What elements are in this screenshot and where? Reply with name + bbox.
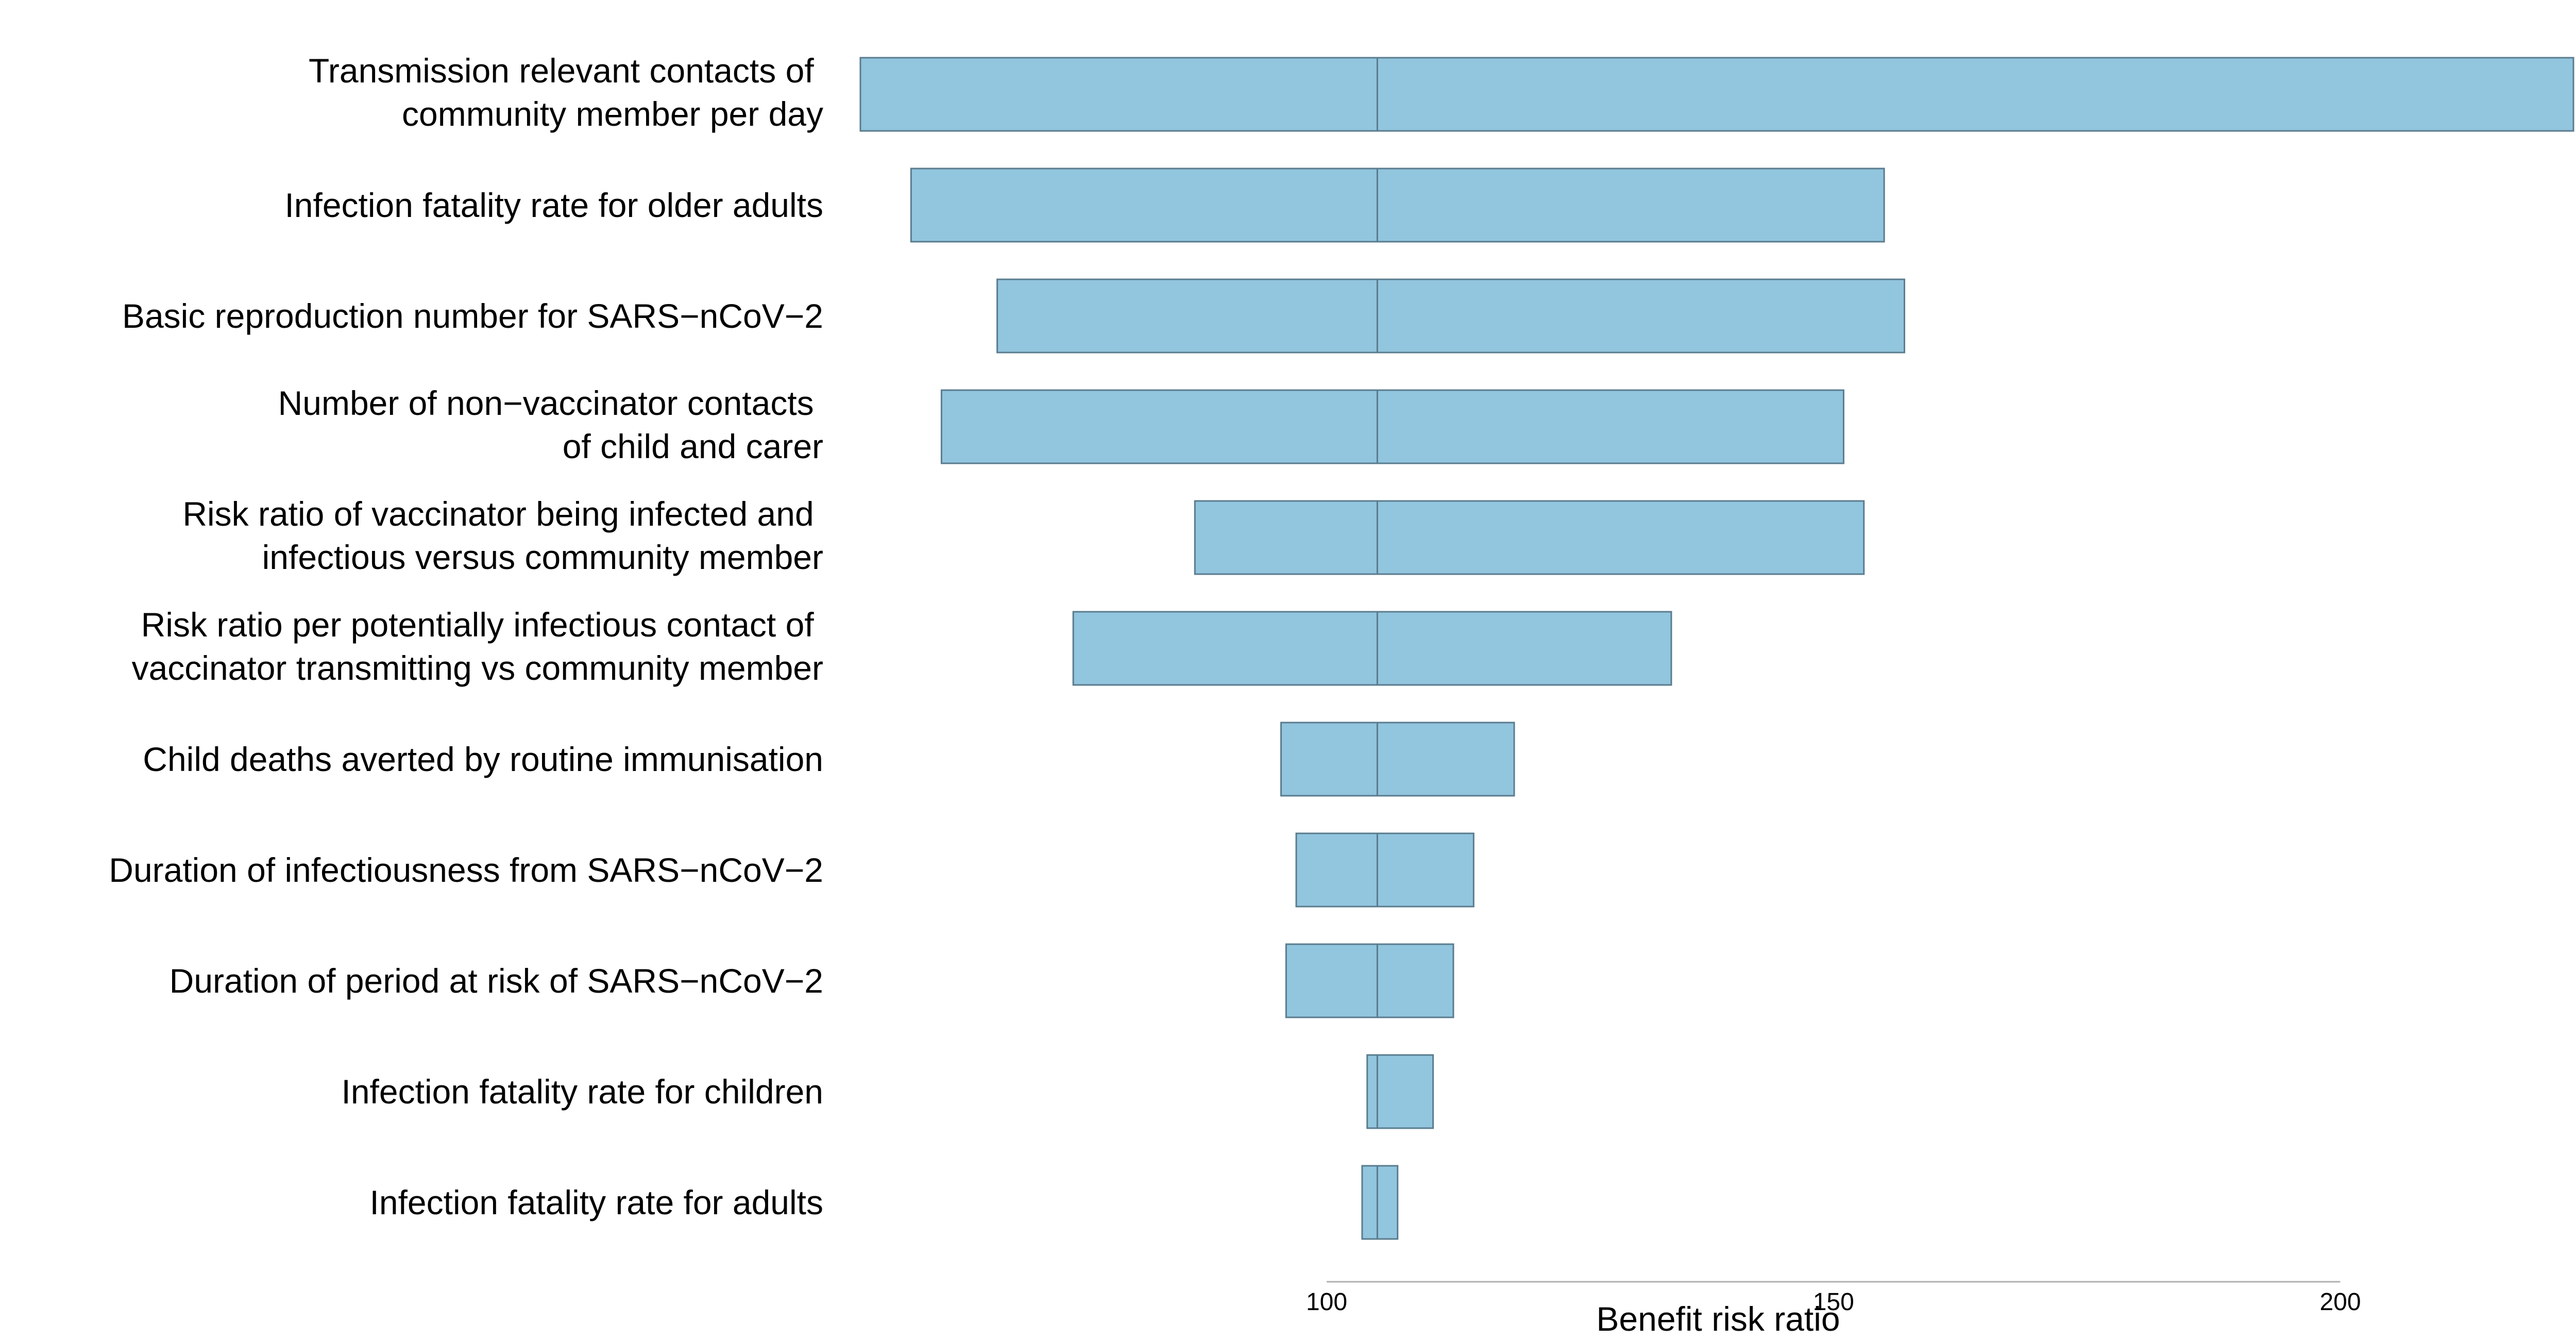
- category-label-line: Duration of infectiousness from SARS−nCo…: [109, 851, 823, 889]
- category-label-line: vaccinator transmitting vs community mem…: [132, 649, 823, 687]
- category-label-line: Number of non−vaccinator contacts: [278, 384, 823, 422]
- category-label: Risk ratio of vaccinator being infected …: [182, 495, 823, 576]
- bars: [859, 57, 2574, 1240]
- category-label: Child deaths averted by routine immunisa…: [143, 740, 823, 778]
- bar-low-segment: [1361, 1165, 1378, 1240]
- bar-low-segment: [1280, 722, 1378, 797]
- bar-low-segment: [1194, 500, 1378, 575]
- category-label-line: community member per day: [402, 95, 823, 133]
- x-tick-label: 150: [1813, 1288, 1854, 1316]
- category-label-line: Risk ratio per potentially infectious co…: [141, 606, 823, 644]
- category-label: Duration of infectiousness from SARS−nCo…: [109, 851, 823, 889]
- category-label-line: of child and carer: [563, 427, 823, 465]
- bar-high-segment: [1376, 278, 1905, 354]
- category-label-line: Transmission relevant contacts of: [309, 52, 823, 90]
- bar-low-segment: [1295, 832, 1378, 908]
- bar-low-segment: [996, 278, 1378, 354]
- category-label: Transmission relevant contacts of commun…: [309, 52, 823, 133]
- category-label: Infection fatality rate for older adults: [284, 186, 823, 224]
- bar-high-segment: [1376, 722, 1515, 797]
- bar-low-segment: [940, 389, 1378, 464]
- bar-low-segment: [1366, 1054, 1378, 1129]
- bar-high-segment: [1376, 832, 1475, 908]
- category-label: Infection fatality rate for adults: [370, 1183, 823, 1221]
- bar-high-segment: [1376, 611, 1672, 686]
- category-labels: Transmission relevant contacts of commun…: [109, 52, 823, 1221]
- category-label-line: Basic reproduction number for SARS−nCoV−…: [122, 297, 823, 335]
- category-label: Duration of period at risk of SARS−nCoV−…: [170, 962, 823, 1000]
- bar-high-segment: [1376, 1165, 1399, 1240]
- bar-low-segment: [1072, 611, 1378, 686]
- bar-low-segment: [910, 167, 1378, 243]
- x-axis-title: Benefit risk ratio: [1596, 1300, 1840, 1338]
- category-label: Infection fatality rate for children: [342, 1073, 823, 1111]
- x-tick-label: 100: [1306, 1288, 1347, 1316]
- category-label-line: Infection fatality rate for adults: [370, 1183, 823, 1221]
- category-label: Basic reproduction number for SARS−nCoV−…: [122, 297, 823, 335]
- category-label-line: Duration of period at risk of SARS−nCoV−…: [170, 962, 823, 1000]
- bar-high-segment: [1376, 389, 1844, 464]
- bar-low-segment: [859, 57, 1378, 132]
- category-label-line: Child deaths averted by routine immunisa…: [143, 740, 823, 778]
- bar-high-segment: [1376, 57, 2574, 132]
- category-label-line: infectious versus community member: [262, 538, 823, 576]
- category-label-line: Infection fatality rate for older adults: [284, 186, 823, 224]
- category-label-line: Infection fatality rate for children: [342, 1073, 823, 1111]
- x-tick-label: 200: [2319, 1288, 2361, 1316]
- category-label: Risk ratio per potentially infectious co…: [132, 606, 823, 687]
- bar-high-segment: [1376, 167, 1885, 243]
- bar-low-segment: [1285, 943, 1378, 1018]
- x-axis-ticks: 100 150 200: [1306, 1288, 2361, 1316]
- category-label: Number of non−vaccinator contacts of chi…: [278, 384, 823, 465]
- category-label-line: Risk ratio of vaccinator being infected …: [182, 495, 823, 533]
- bar-high-segment: [1376, 500, 1865, 575]
- bar-high-segment: [1376, 1054, 1434, 1129]
- bar-high-segment: [1376, 943, 1454, 1018]
